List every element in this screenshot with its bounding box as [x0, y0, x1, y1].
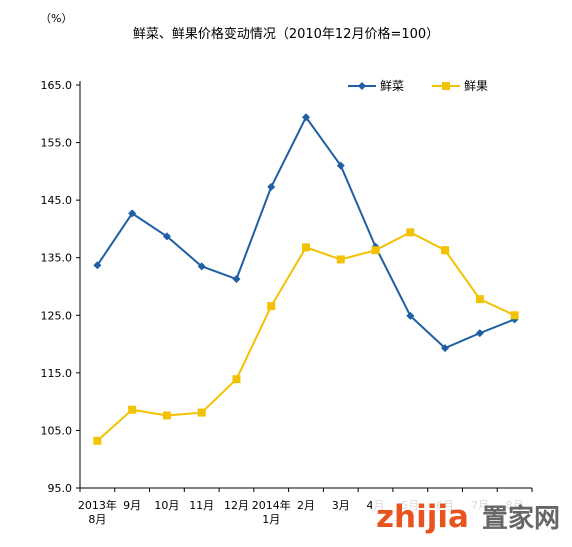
x-tick-label: 9月: [123, 499, 141, 512]
y-axis-unit: （%）: [40, 12, 72, 25]
data-point-2: [510, 311, 519, 320]
data-point-2: [197, 408, 206, 417]
legend-label: 鲜果: [464, 79, 488, 93]
data-point-2: [162, 411, 171, 420]
data-point-1: [128, 209, 137, 218]
y-ticks: 95.0 105.0 115.0 125.0 135.0 145.0 155.0 165.0: [41, 79, 80, 495]
y-tick-label: 95.0: [48, 482, 73, 495]
data-point-1: [197, 262, 206, 271]
y-tick-label: 125.0: [41, 309, 73, 322]
x-tick-label: 3月: [332, 499, 350, 512]
data-point-2: [267, 302, 276, 311]
data-point-2: [232, 375, 241, 384]
watermark-suffix: 置家网: [482, 503, 560, 534]
data-point-2: [475, 295, 484, 304]
legend-swatch-marker: [442, 82, 450, 90]
data-point-1: [441, 344, 450, 353]
data-point-1: [267, 182, 276, 191]
data-point-1: [302, 113, 310, 122]
legend-label: 鲜菜: [380, 79, 404, 93]
data-point-2: [371, 246, 380, 255]
y-tick-label: 155.0: [41, 137, 73, 150]
data-point-2: [441, 246, 450, 255]
data-point-2: [336, 255, 345, 264]
data-point-2: [93, 436, 102, 445]
y-tick-label: 145.0: [41, 194, 73, 207]
legend: 鲜菜 鲜果: [348, 79, 488, 93]
x-tick-label: 10月: [154, 499, 179, 512]
watermark: zhijia 置家网: [372, 498, 568, 535]
data-point-1: [162, 232, 171, 241]
data-point-1: [336, 161, 345, 170]
x-tick-label: 2014年 1月: [252, 498, 291, 526]
y-tick-label: 115.0: [41, 367, 73, 380]
watermark-brand: zhijia: [376, 499, 469, 535]
x-tick-label: 12月: [224, 499, 249, 512]
data-point-2: [406, 228, 415, 237]
series-line-2: [96, 231, 516, 442]
x-tick-label: 2013年 8月: [78, 498, 117, 526]
y-tick-label: 165.0: [41, 79, 73, 92]
series-layer: [93, 113, 519, 445]
y-tick-label: 105.0: [41, 424, 73, 437]
data-point-1: [93, 261, 102, 270]
data-point-1: [475, 329, 484, 338]
data-point-2: [128, 405, 137, 414]
data-point-2: [302, 243, 310, 252]
chart-title: 鲜菜、鲜果价格变动情况（2010年12月价格=100）: [133, 26, 439, 42]
y-tick-label: 135.0: [41, 252, 73, 265]
series-line-1: [96, 116, 515, 350]
data-point-1: [406, 311, 415, 320]
x-tick-label: 2月: [297, 499, 315, 512]
data-point-1: [232, 275, 241, 284]
x-tick-label: 11月: [189, 499, 214, 512]
legend-swatch-marker: [358, 82, 366, 90]
watermark-background: [372, 498, 568, 534]
